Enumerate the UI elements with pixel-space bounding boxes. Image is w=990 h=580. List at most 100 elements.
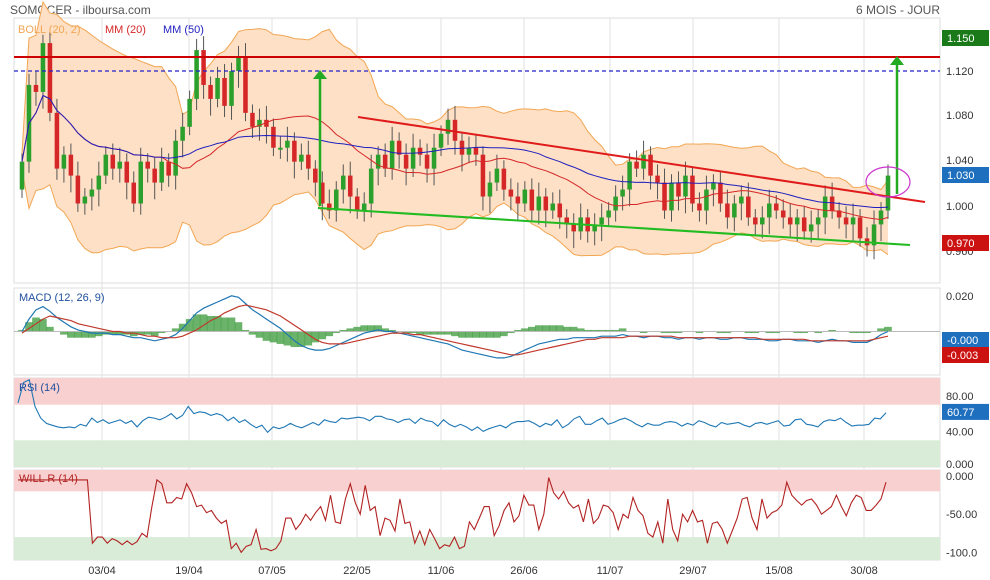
- candle-body: [201, 50, 206, 85]
- candle-body: [515, 196, 521, 204]
- x-tick-label: 26/06: [510, 565, 538, 577]
- macd-histogram-bar: [555, 325, 564, 332]
- candle-body: [501, 168, 507, 190]
- macd-histogram-bar: [444, 331, 452, 335]
- candle-body: [732, 203, 737, 218]
- macd-histogram-bar: [388, 329, 396, 332]
- macd-histogram-bar: [814, 331, 822, 334]
- price-y-tick-label: 1.120: [946, 66, 974, 78]
- macd-histogram-bar: [60, 331, 68, 335]
- candle-body: [229, 71, 234, 106]
- candle-body: [459, 140, 465, 155]
- macd-histogram-bar: [604, 329, 613, 332]
- candle-body: [739, 196, 744, 204]
- macd-histogram-bar: [136, 331, 145, 335]
- candle-body: [47, 43, 53, 113]
- candle-body: [424, 154, 430, 169]
- macd-histogram-bar: [744, 331, 753, 334]
- macd-histogram-bar: [95, 331, 103, 337]
- macd-histogram-bar: [548, 325, 557, 332]
- candle-body: [124, 161, 130, 183]
- candle-body: [152, 168, 157, 183]
- macd-histogram-bar: [583, 329, 592, 332]
- macd-histogram-bar: [192, 314, 201, 332]
- willr-title: WILL R (14): [19, 473, 78, 485]
- candle-body: [620, 189, 625, 197]
- macd-histogram-bar: [213, 315, 222, 332]
- candle-body: [271, 126, 276, 148]
- macd-histogram-bar: [81, 331, 89, 338]
- candle-body: [599, 217, 604, 225]
- macd-histogram-bar: [514, 329, 522, 332]
- rsi-oversold-zone: [14, 440, 940, 467]
- macd-histogram-bar: [269, 331, 278, 343]
- macd-histogram-bar: [367, 325, 375, 332]
- x-tick-label: 11/06: [428, 565, 455, 577]
- candle-body: [648, 154, 653, 176]
- x-tick-label: 11/07: [597, 565, 624, 577]
- breakout-arrow-right-head: [890, 56, 904, 65]
- macd-histogram-bar: [849, 331, 857, 334]
- macd-histogram-bar: [283, 331, 292, 346]
- candle-body: [676, 182, 681, 197]
- macd-histogram-bar: [381, 328, 389, 332]
- candle-body: [410, 147, 416, 169]
- macd-histogram-bar: [458, 331, 466, 338]
- candle-body: [166, 161, 171, 176]
- candle-body: [522, 189, 528, 204]
- highlight-ellipse: [865, 166, 911, 198]
- candle-body: [815, 217, 821, 225]
- candle-body: [215, 77, 220, 99]
- willr-overbought-zone: [14, 470, 940, 492]
- candle-body: [40, 43, 46, 92]
- candle-body: [138, 161, 143, 204]
- candle-body: [746, 196, 751, 218]
- macd-histogram-bar: [590, 329, 599, 332]
- mm20-line: [21, 94, 889, 221]
- candle-body: [843, 217, 849, 225]
- macd-histogram-bar: [765, 331, 774, 334]
- candle-body: [536, 196, 542, 211]
- candle-body: [117, 161, 123, 169]
- x-tick-label: 29/07: [679, 565, 707, 577]
- candle-body: [683, 175, 688, 197]
- macd-histogram-bar: [325, 331, 334, 337]
- candle-body: [33, 84, 39, 92]
- candle-body: [68, 154, 74, 176]
- macd-histogram-bar: [227, 317, 236, 332]
- macd-histogram-bar: [430, 331, 438, 335]
- candle-body: [725, 203, 730, 218]
- macd-histogram-bar: [569, 326, 578, 332]
- macd-histogram-bar: [423, 331, 431, 335]
- rsi-y-tick-label: 40.00: [946, 426, 974, 438]
- candle-body: [145, 161, 150, 169]
- candle-body: [368, 168, 374, 204]
- candle-body: [96, 175, 102, 190]
- rsi-value-label: 60.77: [947, 407, 975, 419]
- candle-body: [571, 224, 576, 232]
- macd-histogram-bar: [877, 328, 885, 332]
- macd-histogram-bar: [39, 319, 47, 332]
- candle-body: [690, 175, 695, 204]
- candle-body: [285, 140, 290, 148]
- macd-histogram-bar: [500, 331, 508, 337]
- support-value-label: 0.970: [947, 238, 975, 250]
- breakout-arrow-left-head: [313, 70, 327, 79]
- macd-histogram-bar: [465, 331, 473, 338]
- candle-body: [627, 161, 632, 190]
- candle-body: [787, 217, 793, 225]
- candle-body: [334, 189, 339, 211]
- macd-histogram-bar: [772, 331, 781, 334]
- macd-histogram-bar: [234, 322, 243, 332]
- macd-histogram-bar: [828, 329, 836, 332]
- macd-histogram-bar: [723, 331, 732, 334]
- candle-body: [89, 189, 95, 197]
- macd-histogram-bar: [416, 331, 424, 335]
- candle-body: [389, 140, 395, 169]
- candle-body: [313, 168, 318, 183]
- macd-histogram-bar: [451, 331, 459, 337]
- candle-body: [222, 77, 227, 106]
- macd-histogram-bar: [67, 331, 75, 338]
- candle-body: [159, 161, 164, 183]
- mm50-line: [21, 94, 889, 208]
